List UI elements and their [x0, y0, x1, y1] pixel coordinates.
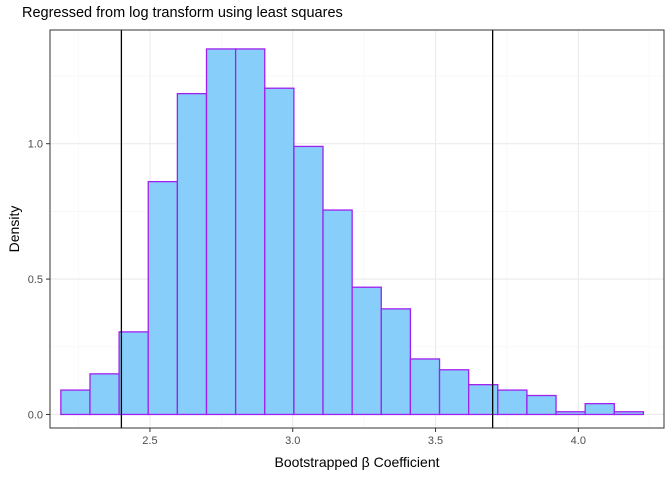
histogram-bar: [234, 48, 266, 416]
histogram-bar: [264, 87, 295, 416]
histogram-bar: [526, 394, 557, 416]
y-tick-label: 1.0: [28, 139, 43, 151]
histogram-bar: [555, 411, 586, 416]
y-tick-label: 0.0: [28, 409, 43, 421]
x-tick-label: 3.5: [428, 435, 443, 447]
histogram-bar: [380, 308, 412, 416]
histogram-bar: [89, 373, 120, 416]
histogram-bar: [293, 145, 324, 416]
histogram-bar: [497, 389, 528, 416]
histogram-bar: [468, 384, 499, 416]
histogram-bar: [118, 331, 149, 416]
histogram-bar: [205, 48, 237, 416]
reference-lines: [120, 30, 494, 428]
histogram-bar: [322, 209, 353, 416]
histogram-bar: [438, 369, 470, 416]
histogram-bar: [351, 286, 382, 416]
histogram-bar: [176, 92, 208, 416]
x-tick-label: 3.0: [285, 435, 300, 447]
axes: 2.5 3.0 3.5 4.0 0.0 0.5 1.0: [28, 139, 586, 447]
y-tick-label: 0.5: [28, 274, 43, 286]
y-axis-title: Density: [6, 206, 22, 253]
histogram-bars: [60, 48, 645, 416]
chart-title: Regressed from log transform using least…: [22, 5, 343, 21]
histogram-bar: [409, 358, 441, 416]
histogram-bar: [584, 402, 615, 416]
x-axis-title: Bootstrapped β Coefficient: [274, 454, 439, 470]
panel-border: [49, 29, 665, 429]
histogram-bar: [613, 411, 645, 416]
x-tick-label: 4.0: [571, 435, 586, 447]
x-tick-label: 2.5: [142, 435, 157, 447]
histogram-bar: [60, 389, 91, 416]
histogram-bar: [147, 180, 179, 416]
